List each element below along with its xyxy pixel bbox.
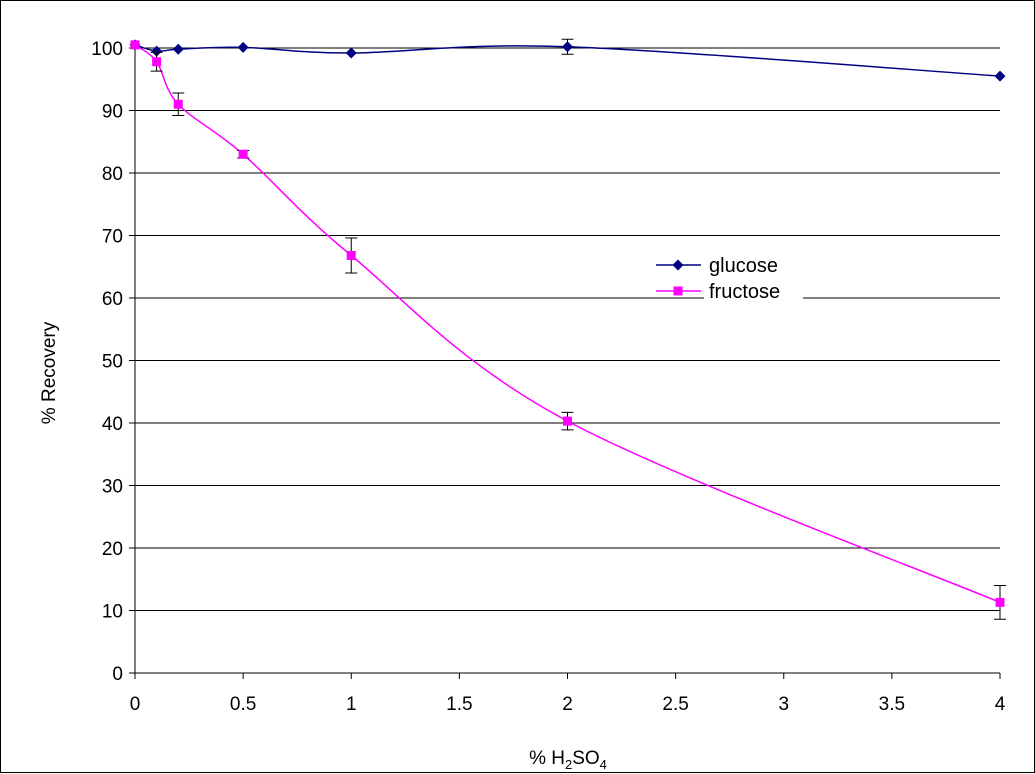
x-axis-title-prefix: % H [529,748,565,769]
y-tick-label-6: 60 [102,289,123,310]
data-point-fructose-1 [152,57,162,67]
legend-item-glucose: glucose [656,255,778,277]
data-point-fructose-4 [346,251,356,260]
data-point-fructose-5 [563,416,572,426]
x-axis-title-sub2: 4 [600,757,607,772]
x-tick-label-4: 2 [562,694,573,715]
legend: glucose fructose [656,255,803,304]
legend-label-bg [704,277,803,304]
tick-labels: 0 10 20 30 40 50 60 70 80 90 100 0 0.5 1 1.5 2 2.5 3 3.5 4 [91,39,1005,715]
x-tick-label-5: 2.5 [662,694,688,715]
legend-label-fructose: fructose [709,281,780,303]
x-axis-title: % H2SO4 [529,748,607,772]
data-point-fructose-6 [995,597,1005,607]
data-point-glucose-1 [151,45,163,57]
x-axis-title-mid: SO [572,748,599,769]
series-fructose [130,40,1006,620]
x-tick-label-3: 1.5 [446,694,472,715]
x-tick-label-2: 1 [346,694,357,715]
x-axis-title-sub1: 2 [565,757,572,772]
y-tick-label-5: 50 [102,352,123,373]
y-tick-label-3: 30 [102,477,123,498]
y-tick-label-2: 20 [102,539,123,560]
data-point-fructose-2 [173,99,183,109]
legend-swatch-marker-fructose [673,286,683,296]
y-tick-label-9: 90 [102,102,123,123]
data-point-glucose-5 [562,41,573,53]
y-tick-label-0: 0 [112,664,123,685]
data-point-glucose-2 [172,43,184,55]
y-tick-label-7: 70 [102,227,123,248]
x-tick-label-0: 0 [130,694,141,715]
axes [129,47,1001,679]
data-point-glucose-6 [994,70,1006,82]
data-point-fructose-0 [130,40,140,50]
y-tick-label-8: 80 [102,164,123,185]
x-tick-label-1: 0.5 [230,694,256,715]
y-axis-title: % Recovery [39,321,60,424]
legend-swatch-marker-glucose [672,259,684,271]
legend-label-glucose: glucose [709,255,778,277]
legend-item-fructose: fructose [656,277,803,304]
series [129,38,1006,620]
x-tick-label-6: 3 [778,694,789,715]
data-point-glucose-3 [237,41,249,53]
series-line-fructose [134,44,1001,604]
data-point-glucose-4 [345,47,357,59]
y-tick-label-10: 100 [91,39,123,60]
data-point-fructose-3 [238,149,248,159]
series-glucose [129,38,1006,82]
y-tick-label-4: 40 [102,414,123,435]
grid [135,47,1000,611]
x-tick-label-7: 3.5 [879,694,905,715]
x-tick-label-8: 4 [995,694,1006,715]
series-line-glucose [134,44,1001,77]
y-tick-label-1: 10 [102,602,123,623]
